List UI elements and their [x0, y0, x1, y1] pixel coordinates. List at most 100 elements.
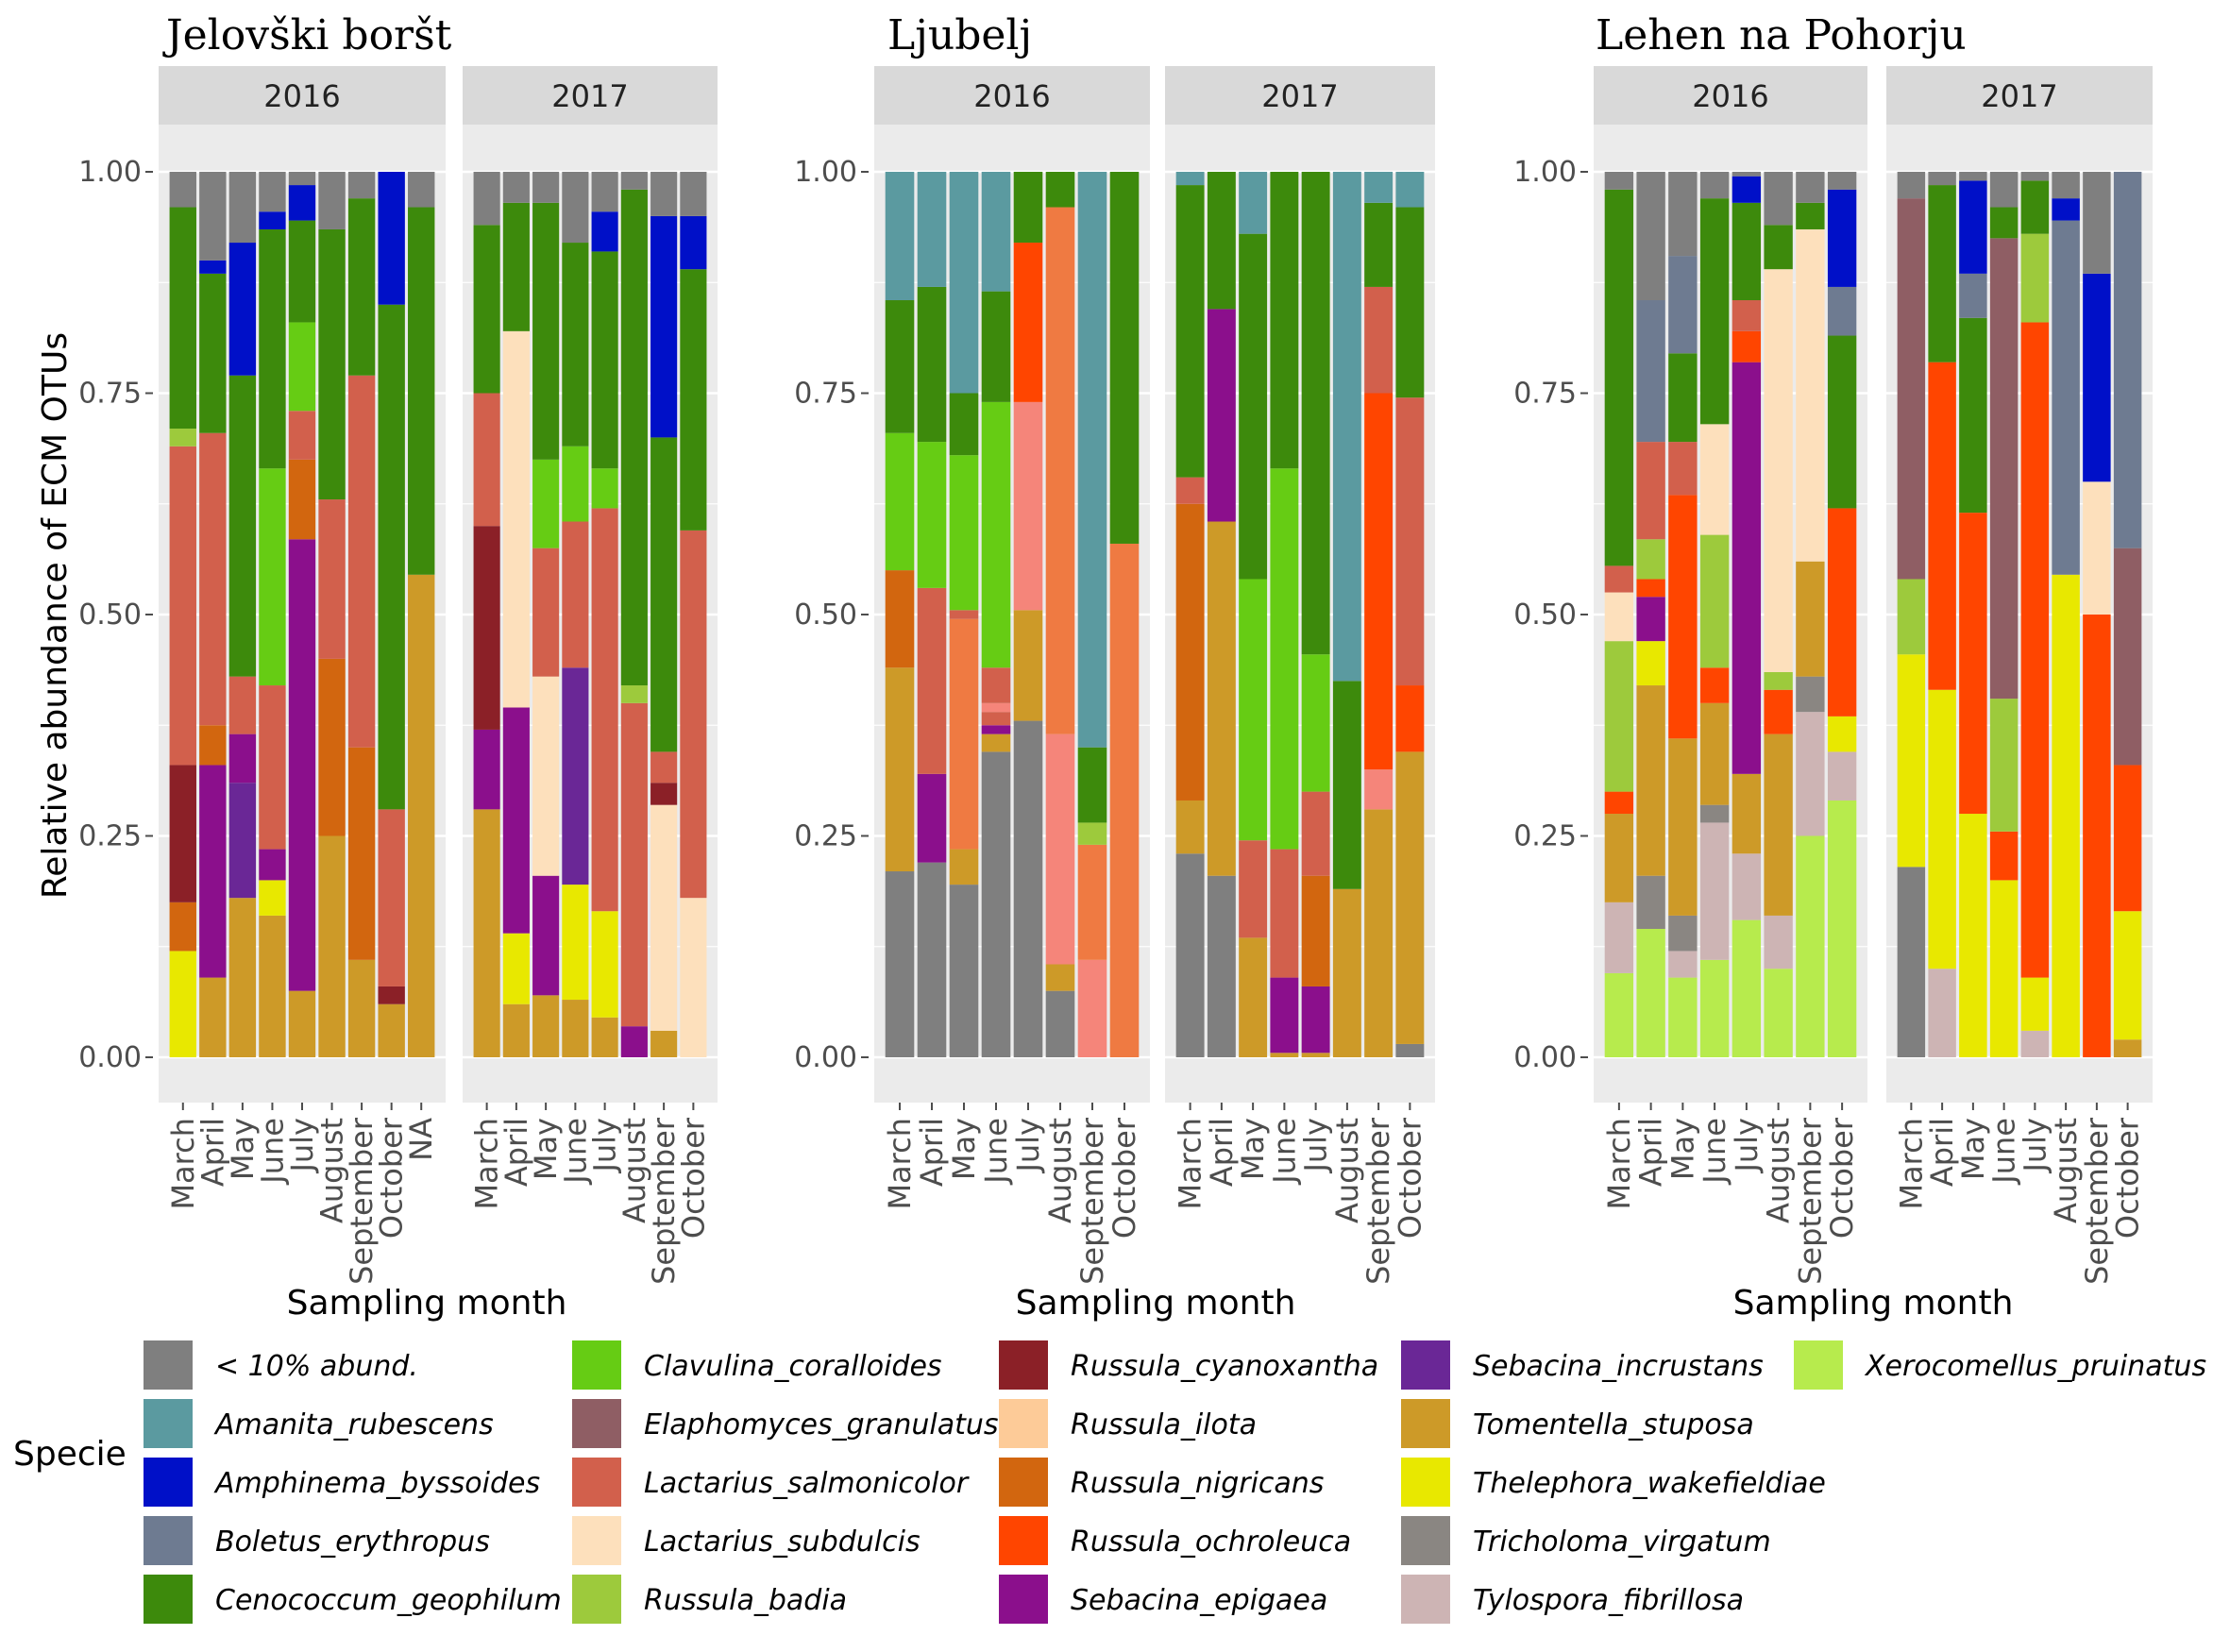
bar-segment: [2052, 220, 2080, 575]
facet-strip-label: 2017: [551, 78, 628, 114]
bar-segment: [502, 1003, 530, 1057]
bar-segment: [1332, 888, 1361, 1057]
bar-segment: [949, 455, 979, 611]
bar-segment: [2052, 574, 2080, 1057]
legend-label: Amphinema_byssoides: [213, 1467, 540, 1500]
bar-segment: [650, 215, 678, 438]
bar-segment: [949, 172, 979, 394]
bar-segment: [680, 215, 707, 270]
bar-segment: [228, 243, 257, 376]
bar-segment: [650, 172, 678, 216]
legend-entry: Russula_ilota: [999, 1399, 1257, 1448]
bar-segment: [2113, 172, 2142, 548]
legend-label: Sebacina_epigaea: [1071, 1584, 1327, 1617]
bar-segment: [1959, 814, 1987, 1057]
site-title: Ljubelj: [887, 11, 1032, 59]
bar-segment: [199, 977, 227, 1057]
bar-segment: [1732, 176, 1762, 203]
bar-segment: [532, 459, 560, 548]
stacked-bar: [591, 172, 618, 1057]
facet-strip: [463, 66, 718, 125]
bar-segment: [981, 702, 1011, 713]
site-title: Jelovški boršt: [162, 11, 452, 59]
bar-segment: [1239, 840, 1268, 938]
bar-segment: [1668, 977, 1698, 1057]
bar-segment: [288, 172, 316, 186]
stacked-bar: [917, 172, 947, 1057]
legend-entry: Russula_badia: [572, 1575, 847, 1624]
bar-segment: [1897, 867, 1926, 1057]
bar-segment: [1989, 238, 2019, 700]
bar-segment: [1989, 172, 2019, 208]
legend-label: Tricholoma_virgatum: [1473, 1526, 1771, 1559]
bar-segment: [1764, 689, 1793, 734]
x-tick-label: July: [284, 1118, 320, 1174]
bar-segment: [1207, 309, 1236, 522]
bar-segment: [1395, 751, 1425, 1044]
stacked-bar: [2052, 172, 2080, 1057]
facet-strip-label: 2016: [1692, 78, 1768, 114]
bar-segment: [591, 911, 618, 1018]
legend-entry: Sebacina_epigaea: [999, 1575, 1327, 1624]
bar-segment: [169, 951, 196, 1057]
legend-entry: Elaphomyces_granulatus: [572, 1399, 999, 1448]
bar-segment: [347, 747, 376, 960]
bar-segment: [1959, 317, 1987, 514]
x-axis-title: Sampling month: [1016, 1284, 1296, 1323]
bar-segment: [532, 875, 560, 996]
x-tick-label: September: [1792, 1117, 1828, 1285]
bar-segment: [1604, 641, 1634, 792]
legend-label: Russula_nigricans: [1071, 1467, 1324, 1500]
bar-segment: [228, 783, 257, 899]
bar-segment: [1604, 972, 1634, 1057]
bar-segment: [1732, 362, 1762, 774]
bar-segment: [1959, 273, 1987, 318]
bar-segment: [885, 300, 915, 433]
bar-segment: [1827, 508, 1857, 716]
legend-entry: Cenococcum_geophilum: [144, 1575, 562, 1624]
bar-segment: [981, 733, 1011, 752]
bar-segment: [1175, 172, 1205, 186]
legend-swatch: [1401, 1458, 1450, 1507]
bar-segment: [473, 225, 500, 394]
bar-segment: [917, 286, 947, 443]
bar-segment: [1636, 442, 1665, 540]
bar-segment: [1109, 543, 1140, 1057]
x-tick-label: October: [675, 1117, 711, 1239]
bar-segment: [1796, 835, 1825, 1057]
bar-segment: [949, 618, 979, 850]
x-tick-label: September: [2079, 1117, 2115, 1285]
legend-label: Cenococcum_geophilum: [215, 1584, 562, 1617]
bar-segment: [532, 995, 560, 1057]
bar-segment: [1668, 442, 1698, 496]
bar-segment: [650, 1030, 678, 1057]
bar-segment: [680, 530, 707, 899]
bar-segment: [259, 849, 286, 881]
legend-entry: Tricholoma_virgatum: [1401, 1516, 1771, 1565]
bar-segment: [949, 610, 979, 619]
site-facet: Lehen na Pohorju 0.00 0.25 0.50 0.75 1.00 2016…: [1513, 11, 2153, 1323]
bar-segment: [1897, 172, 1926, 199]
bar-segment: [562, 243, 589, 447]
bar-segment: [981, 291, 1011, 402]
y-tick-label: 0.75: [78, 378, 142, 411]
bar-segment: [1301, 654, 1330, 792]
stacked-bar: [502, 172, 530, 1057]
legend-entry: Russula_cyanoxantha: [999, 1340, 1378, 1390]
bar-segment: [1928, 969, 1956, 1057]
bar-segment: [473, 526, 500, 730]
facet-strip: [1594, 66, 1867, 125]
bar-segment: [1796, 202, 1825, 229]
bar-segment: [1604, 592, 1634, 642]
x-tick-label: March: [1173, 1118, 1208, 1210]
facet-strip-label: 2016: [263, 78, 340, 114]
bar-segment: [1989, 699, 2019, 832]
bar-segment: [199, 273, 227, 433]
bar-segment: [1928, 689, 1956, 969]
legend-entry: Amphinema_byssoides: [144, 1458, 540, 1507]
bar-segment: [347, 959, 376, 1057]
bar-segment: [981, 667, 1011, 703]
bar-segment: [1207, 172, 1236, 310]
stacked-bar: [1604, 172, 1634, 1057]
bar-segment: [259, 468, 286, 686]
